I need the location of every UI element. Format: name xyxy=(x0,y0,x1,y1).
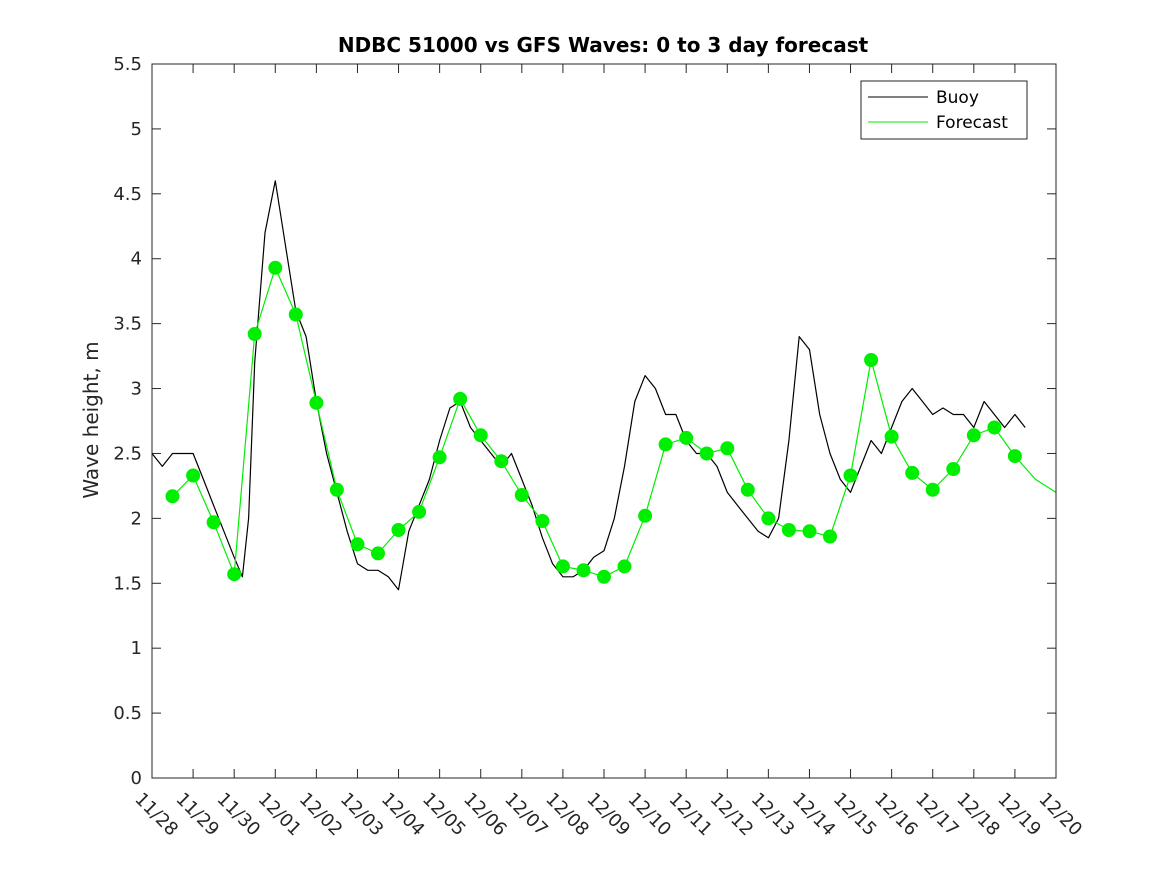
legend: Buoy Forecast xyxy=(860,80,1028,140)
forecast-marker xyxy=(453,391,468,406)
y-tick-label: 4.5 xyxy=(113,184,142,205)
plot-frame xyxy=(151,63,1057,779)
x-tick-label: 12/14 xyxy=(788,789,840,841)
forecast-marker xyxy=(535,514,550,528)
y-axis-ticks: 0 0.5 1 1.5 2 2.5 3 3.5 4 4.5 5 5.5 xyxy=(113,54,1056,789)
x-tick-label: 12/11 xyxy=(665,789,717,841)
forecast-marker xyxy=(946,462,961,476)
forecast-marker xyxy=(412,504,427,519)
forecast-marker xyxy=(391,523,406,537)
forecast-marker xyxy=(864,353,879,367)
y-tick-label: 3.5 xyxy=(113,314,142,335)
x-tick-label: 12/05 xyxy=(418,789,470,841)
forecast-marker xyxy=(781,523,796,537)
forecast-marker xyxy=(658,437,673,452)
forecast-marker xyxy=(740,482,755,497)
x-tick-label: 12/04 xyxy=(377,789,429,841)
forecast-marker xyxy=(617,559,632,574)
y-tick-label: 0 xyxy=(131,768,142,789)
forecast-marker xyxy=(473,428,488,443)
y-tick-label: 0.5 xyxy=(113,703,142,724)
x-tick-label: 12/06 xyxy=(459,789,511,841)
forecast-marker xyxy=(494,454,509,469)
marker-layer xyxy=(165,260,1022,584)
forecast-marker xyxy=(514,488,529,502)
x-tick-label: 12/19 xyxy=(993,789,1045,841)
legend-box xyxy=(860,80,1028,140)
x-tick-label: 12/12 xyxy=(706,789,758,841)
forecast-marker xyxy=(925,482,940,497)
y-tick-label: 2 xyxy=(131,508,142,529)
x-tick-label: 12/01 xyxy=(254,789,306,841)
x-tick-label: 12/02 xyxy=(295,789,347,841)
x-tick-label: 11/30 xyxy=(213,789,265,841)
x-tick-label: 12/17 xyxy=(911,789,963,841)
x-tick-label: 12/20 xyxy=(1034,789,1086,841)
forecast-marker xyxy=(555,559,570,574)
forecast-marker xyxy=(699,446,714,461)
x-tick-label: 12/16 xyxy=(870,789,922,841)
forecast-marker xyxy=(371,546,385,561)
forecast-marker xyxy=(186,468,201,483)
x-tick-label: 11/29 xyxy=(172,789,224,841)
forecast-marker xyxy=(987,420,1002,435)
forecast-marker xyxy=(638,508,653,523)
y-axis-label: Wave height, m xyxy=(79,341,103,498)
forecast-marker xyxy=(884,429,899,444)
y-tick-label: 4 xyxy=(131,249,142,270)
forecast-marker xyxy=(268,260,283,275)
x-tick-label: 12/07 xyxy=(500,789,552,841)
legend-label-forecast: Forecast xyxy=(936,113,1008,133)
forecast-marker xyxy=(823,529,837,544)
forecast-marker xyxy=(247,327,262,341)
forecast-marker xyxy=(966,428,981,443)
x-tick-label: 12/09 xyxy=(582,789,634,841)
y-tick-label: 2.5 xyxy=(113,443,142,464)
plot-area xyxy=(152,64,1056,778)
y-tick-label: 3 xyxy=(131,379,142,400)
forecast-marker xyxy=(761,511,776,526)
forecast-marker xyxy=(1007,449,1022,464)
forecast-marker xyxy=(165,489,180,504)
forecast-marker xyxy=(206,515,221,530)
forecast-marker xyxy=(309,395,324,410)
x-tick-label: 12/10 xyxy=(624,789,676,841)
forecast-marker xyxy=(843,468,858,483)
x-tick-label: 12/18 xyxy=(952,789,1004,841)
chart-title: NDBC 51000 vs GFS Waves: 0 to 3 day fore… xyxy=(338,33,869,57)
forecast-marker xyxy=(905,465,920,480)
forecast-marker xyxy=(227,567,242,582)
forecast-marker xyxy=(350,537,365,552)
x-tick-label: 12/15 xyxy=(829,789,881,841)
forecast-marker xyxy=(329,482,344,497)
x-tick-label: 12/13 xyxy=(747,789,799,841)
forecast-marker xyxy=(679,430,694,445)
forecast-marker xyxy=(288,307,303,322)
legend-label-buoy: Buoy xyxy=(936,88,979,108)
forecast-marker xyxy=(576,563,591,578)
forecast-marker xyxy=(802,524,817,539)
x-tick-label: 11/28 xyxy=(130,789,182,841)
x-tick-label: 12/08 xyxy=(541,789,593,841)
x-tick-label: 12/03 xyxy=(336,789,388,841)
forecast-marker xyxy=(720,441,735,456)
forecast-marker xyxy=(432,450,447,465)
y-tick-label: 1 xyxy=(131,638,142,659)
y-tick-label: 5.5 xyxy=(113,54,142,75)
y-tick-label: 5 xyxy=(131,119,142,140)
forecast-marker xyxy=(597,569,611,584)
y-tick-label: 1.5 xyxy=(113,573,142,594)
